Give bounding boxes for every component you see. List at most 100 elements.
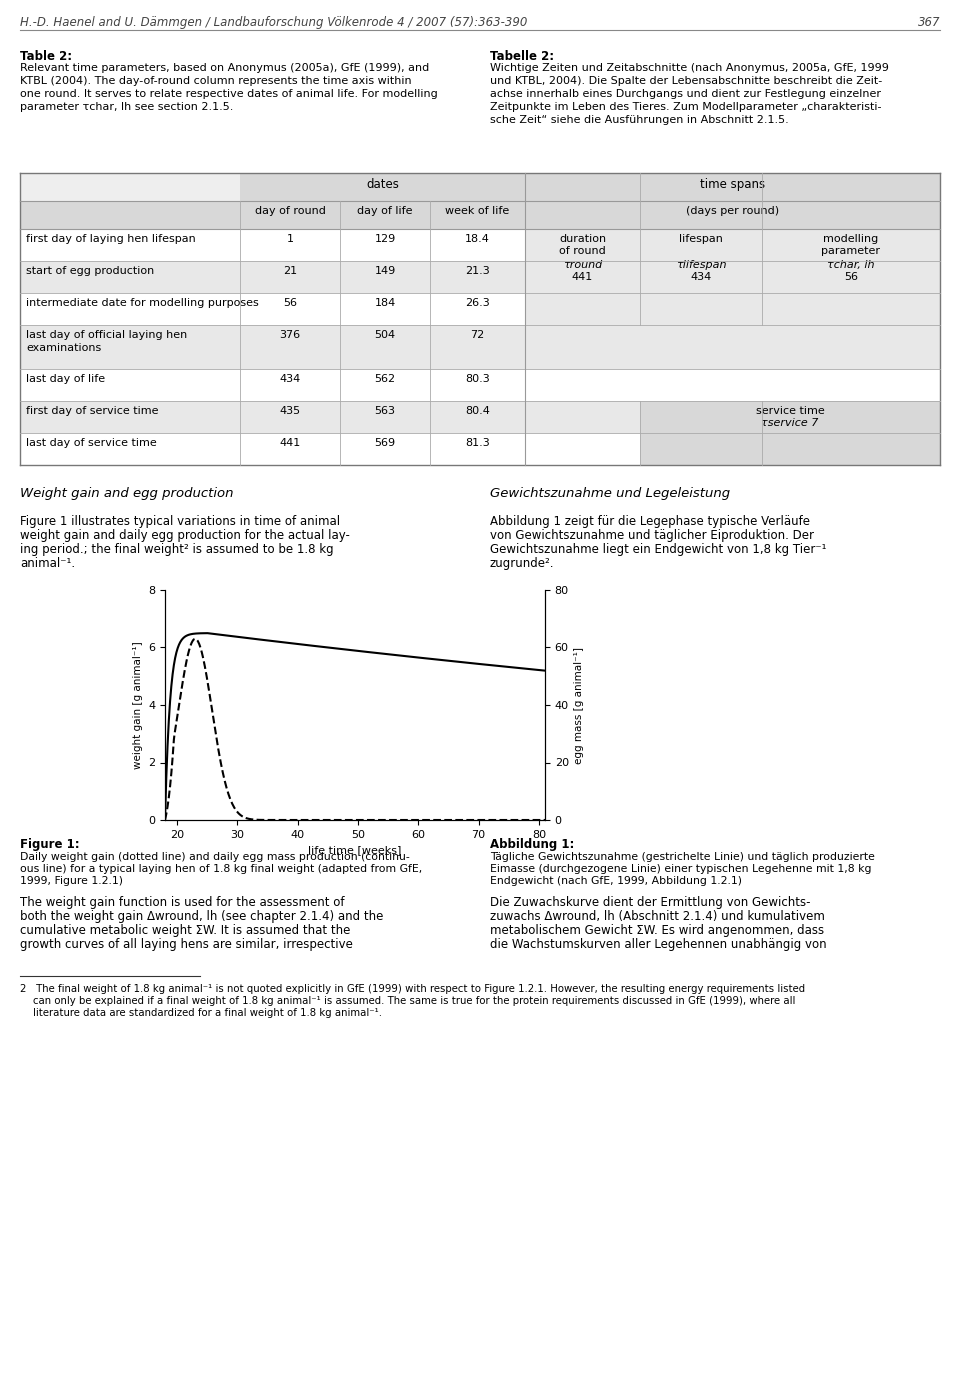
Text: 441: 441 [279, 438, 300, 448]
Text: Tabelle 2:: Tabelle 2: [490, 50, 554, 63]
Bar [20, 201, 940, 229]
Text: Abbildung 1:: Abbildung 1: [490, 838, 574, 852]
Text: Table 2:: Table 2: [20, 50, 72, 63]
Text: cumulative metabolic weight ΣW. It is assumed that the: cumulative metabolic weight ΣW. It is as… [20, 924, 350, 937]
Text: 569: 569 [374, 438, 396, 448]
Text: start of egg production: start of egg production [26, 267, 155, 276]
Bar [20, 173, 940, 465]
Text: last day of life: last day of life [26, 374, 106, 384]
Text: both the weight gain Δwround, lh (see chapter 2.1.4) and the: both the weight gain Δwround, lh (see ch… [20, 910, 383, 923]
Text: first day of laying hen lifespan: first day of laying hen lifespan [26, 235, 196, 244]
Text: 81.3: 81.3 [466, 438, 490, 448]
Text: 1999, Figure 1.2.1): 1999, Figure 1.2.1) [20, 877, 123, 886]
Text: 376: 376 [279, 329, 300, 341]
Text: dates: dates [366, 179, 399, 191]
Text: zuwachs Δwround, lh (Abschnitt 2.1.4) und kumulativem: zuwachs Δwround, lh (Abschnitt 2.1.4) un… [490, 910, 825, 923]
Text: Daily weight gain (dotted line) and daily egg mass production (continu-: Daily weight gain (dotted line) and dail… [20, 852, 410, 861]
Bar [640, 401, 940, 465]
Text: parameter τchar, lh see section 2.1.5.: parameter τchar, lh see section 2.1.5. [20, 102, 233, 112]
Text: Relevant time parameters, based on Anonymus (2005a), GfE (1999), and: Relevant time parameters, based on Anony… [20, 63, 429, 73]
Text: Abbildung 1 zeigt für die Legephase typische Verläufe: Abbildung 1 zeigt für die Legephase typi… [490, 515, 810, 528]
Text: parameter: parameter [822, 246, 880, 255]
Text: 1: 1 [286, 235, 294, 244]
Text: τservice 7: τservice 7 [761, 417, 819, 429]
Text: τchar, lh: τchar, lh [828, 260, 875, 269]
Text: duration: duration [559, 235, 606, 244]
Text: 149: 149 [374, 267, 396, 276]
Text: weight gain and daily egg production for the actual lay-: weight gain and daily egg production for… [20, 529, 349, 542]
Bar [525, 433, 940, 465]
Text: KTBL (2004). The day-of-round column represents the time axis within: KTBL (2004). The day-of-round column rep… [20, 75, 412, 87]
Text: 56: 56 [844, 272, 858, 282]
Text: time spans: time spans [700, 179, 765, 191]
Text: 80.3: 80.3 [466, 374, 490, 384]
Text: literature data are standardized for a final weight of 1.8 kg animal⁻¹.: literature data are standardized for a f… [20, 1008, 382, 1018]
Text: Tägliche Gewichtszunahme (gestrichelte Linie) und täglich produzierte: Tägliche Gewichtszunahme (gestrichelte L… [490, 852, 875, 861]
Text: 21: 21 [283, 267, 297, 276]
Text: 435: 435 [279, 406, 300, 416]
Bar [20, 261, 525, 293]
Text: und KTBL, 2004). Die Spalte der Lebensabschnitte beschreibt die Zeit-: und KTBL, 2004). Die Spalte der Lebensab… [490, 75, 882, 87]
Text: Figure 1:: Figure 1: [20, 838, 80, 852]
Bar [20, 229, 525, 261]
Text: sche Zeit“ siehe die Ausführungen in Abschnitt 2.1.5.: sche Zeit“ siehe die Ausführungen in Abs… [490, 114, 789, 126]
Text: metabolischem Gewicht ΣW. Es wird angenommen, dass: metabolischem Gewicht ΣW. Es wird angeno… [490, 924, 824, 937]
Text: Gewichtszunahme und Legeleistung: Gewichtszunahme und Legeleistung [490, 487, 731, 500]
Text: 367: 367 [918, 15, 940, 29]
Text: service time: service time [756, 406, 825, 416]
Text: 434: 434 [690, 272, 711, 282]
Text: 504: 504 [374, 329, 396, 341]
Text: day of life: day of life [357, 207, 413, 216]
Y-axis label: egg mass [g animal⁻¹]: egg mass [g animal⁻¹] [574, 646, 585, 764]
Text: 18.4: 18.4 [465, 235, 490, 244]
Text: Figure 1 illustrates typical variations in time of animal: Figure 1 illustrates typical variations … [20, 515, 340, 528]
Text: τlifespan: τlifespan [676, 260, 727, 269]
Text: 80.4: 80.4 [465, 406, 490, 416]
Text: 434: 434 [279, 374, 300, 384]
Bar [525, 173, 940, 201]
Text: 441: 441 [572, 272, 593, 282]
Text: H.-D. Haenel and U. Dämmgen / Landbauforschung Völkenrode 4 / 2007 (57):363-390: H.-D. Haenel and U. Dämmgen / Landbaufor… [20, 15, 527, 29]
Text: one round. It serves to relate respective dates of animal life. For modelling: one round. It serves to relate respectiv… [20, 89, 438, 99]
Text: Gewichtszunahme liegt ein Endgewicht von 1,8 kg Tier⁻¹: Gewichtszunahme liegt ein Endgewicht von… [490, 543, 827, 556]
Text: modelling: modelling [824, 235, 878, 244]
Text: 562: 562 [374, 374, 396, 384]
Text: Zeitpunkte im Leben des Tieres. Zum Modellparameter „charakteristi-: Zeitpunkte im Leben des Tieres. Zum Mode… [490, 102, 881, 112]
Bar [20, 433, 525, 465]
Text: die Wachstumskurven aller Legehennen unabhängig von: die Wachstumskurven aller Legehennen una… [490, 938, 827, 951]
Bar [525, 401, 940, 433]
Bar [20, 401, 525, 433]
Bar [240, 173, 525, 201]
Text: τround: τround [563, 260, 602, 269]
Text: of round: of round [559, 246, 606, 255]
Text: lifespan: lifespan [679, 235, 723, 244]
Text: Wichtige Zeiten und Zeitabschnitte (nach Anonymus, 2005a, GfE, 1999: Wichtige Zeiten und Zeitabschnitte (nach… [490, 63, 889, 73]
Text: animal⁻¹.: animal⁻¹. [20, 557, 75, 570]
Text: 563: 563 [374, 406, 396, 416]
Text: growth curves of all laying hens are similar, irrespective: growth curves of all laying hens are sim… [20, 938, 353, 951]
Bar [20, 293, 525, 325]
Bar [525, 325, 940, 369]
Text: Eimasse (durchgezogene Linie) einer typischen Legehenne mit 1,8 kg: Eimasse (durchgezogene Linie) einer typi… [490, 864, 872, 874]
Text: Weight gain and egg production: Weight gain and egg production [20, 487, 233, 500]
Text: 184: 184 [374, 297, 396, 309]
Text: first day of service time: first day of service time [26, 406, 158, 416]
Text: examinations: examinations [26, 343, 101, 353]
Text: von Gewichtszunahme und täglicher Eiproduktion. Der: von Gewichtszunahme und täglicher Eiprod… [490, 529, 814, 542]
Text: Endgewicht (nach GfE, 1999, Abbildung 1.2.1): Endgewicht (nach GfE, 1999, Abbildung 1.… [490, 877, 742, 886]
Text: ing period.; the final weight² is assumed to be 1.8 kg: ing period.; the final weight² is assume… [20, 543, 334, 556]
Text: 21.3: 21.3 [466, 267, 490, 276]
Text: 2   The final weight of 1.8 kg animal⁻¹ is not quoted explicitly in GfE (1999) w: 2 The final weight of 1.8 kg animal⁻¹ is… [20, 984, 805, 994]
Bar [20, 325, 525, 369]
Text: last day of service time: last day of service time [26, 438, 156, 448]
Text: 129: 129 [374, 235, 396, 244]
Text: day of round: day of round [254, 207, 325, 216]
Text: ous line) for a typical laying hen of 1.8 kg final weight (adapted from GfE,: ous line) for a typical laying hen of 1.… [20, 864, 422, 874]
Text: week of life: week of life [445, 207, 510, 216]
Text: can only be explained if a final weight of 1.8 kg animal⁻¹ is assumed. The same : can only be explained if a final weight … [20, 995, 796, 1007]
Y-axis label: weight gain [g animal⁻¹]: weight gain [g animal⁻¹] [132, 641, 143, 769]
Text: achse innerhalb eines Durchgangs und dient zur Festlegung einzelner: achse innerhalb eines Durchgangs und die… [490, 89, 881, 99]
Text: intermediate date for modelling purposes: intermediate date for modelling purposes [26, 297, 259, 309]
Text: 26.3: 26.3 [466, 297, 490, 309]
Text: last day of official laying hen: last day of official laying hen [26, 329, 187, 341]
